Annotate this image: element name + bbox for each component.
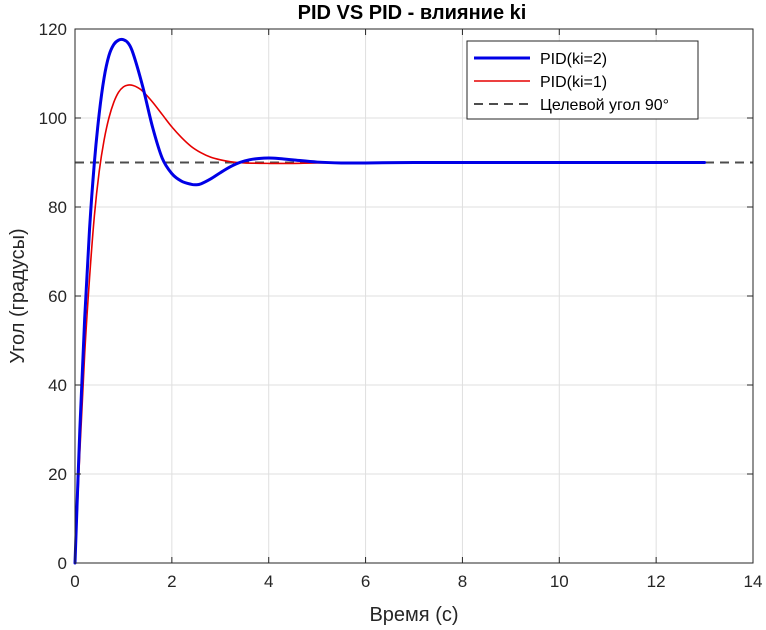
y-tick-label: 80 [48, 198, 67, 217]
x-tick-label: 0 [70, 572, 79, 591]
x-tick-label: 6 [361, 572, 370, 591]
y-tick-label: 0 [58, 554, 67, 573]
chart-title: PID VS PID - влияние ki [298, 2, 527, 24]
y-tick-label: 60 [48, 287, 67, 306]
series-layer [73, 37, 753, 565]
y-tick-label: 100 [39, 109, 67, 128]
legend-box [466, 40, 699, 120]
y-axis-label: Угол (градусы) [7, 228, 29, 363]
x-tick-label: 12 [647, 572, 666, 591]
x-axis-label: Время (с) [369, 604, 458, 626]
legend-label-ki1: PID(ki=1) [540, 74, 607, 91]
x-tick-label: 4 [264, 572, 273, 591]
x-tick-label: 2 [167, 572, 176, 591]
y-tick-label: 120 [39, 20, 67, 39]
x-tick-label: 8 [458, 572, 467, 591]
y-tick-label: 40 [48, 376, 67, 395]
x-tick-label: 10 [550, 572, 569, 591]
y-tick-label: 20 [48, 465, 67, 484]
series-line-ki2 [73, 37, 707, 565]
legend: PID(ki=2) PID(ki=1) Целевой угол 90° [466, 40, 699, 120]
x-tick-label: 14 [744, 572, 763, 591]
legend-label-target: Целевой угол 90° [540, 97, 669, 114]
axis-ticks: 0 2 4 6 8 10 12 14 0 20 40 60 80 100 120 [39, 20, 763, 591]
legend-label-ki2: PID(ki=2) [540, 51, 607, 68]
